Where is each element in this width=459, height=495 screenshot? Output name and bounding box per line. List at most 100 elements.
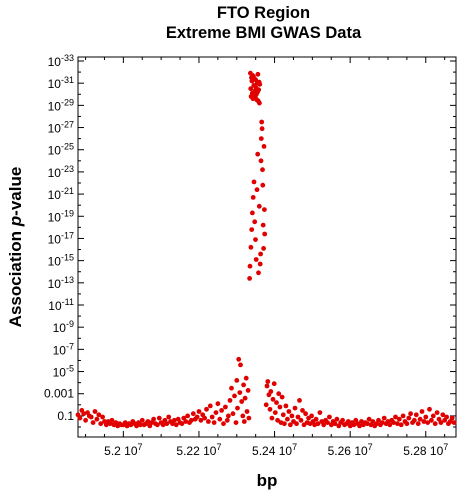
data-point bbox=[340, 417, 345, 423]
plot-frame bbox=[77, 56, 457, 438]
data-point bbox=[261, 144, 267, 149]
data-point bbox=[156, 415, 162, 421]
data-point bbox=[234, 378, 240, 383]
data-point bbox=[94, 416, 100, 422]
data-point bbox=[298, 417, 304, 423]
data-point bbox=[242, 395, 248, 401]
data-point bbox=[196, 409, 202, 414]
data-point bbox=[398, 422, 404, 428]
x-axis-title: bp bbox=[257, 471, 278, 490]
data-point bbox=[309, 413, 314, 419]
data-point bbox=[379, 420, 385, 425]
data-point bbox=[227, 398, 233, 403]
data-point bbox=[241, 419, 247, 424]
data-point bbox=[251, 179, 257, 185]
data-point bbox=[275, 417, 280, 423]
data-point bbox=[277, 404, 283, 410]
chart-title: FTO Region bbox=[216, 4, 311, 22]
data-point bbox=[236, 356, 242, 362]
data-point bbox=[221, 421, 226, 427]
data-point bbox=[145, 419, 151, 424]
data-point bbox=[265, 379, 271, 384]
data-point bbox=[172, 417, 177, 423]
y-tick-label: 10-25 bbox=[48, 142, 74, 158]
data-point bbox=[245, 388, 251, 393]
data-point bbox=[294, 421, 299, 427]
chart-title-block: FTO Region Extreme BMI GWAS Data bbox=[68, 3, 459, 43]
data-point bbox=[256, 87, 262, 93]
y-axis-title-tail: -value bbox=[6, 167, 25, 216]
data-point bbox=[77, 415, 83, 421]
data-point bbox=[256, 203, 262, 209]
data-point bbox=[334, 416, 340, 422]
data-point bbox=[249, 227, 255, 233]
data-point bbox=[271, 381, 277, 387]
data-point bbox=[253, 257, 259, 262]
y-axis-title-main: Association bbox=[6, 226, 25, 327]
data-point bbox=[255, 71, 261, 77]
data-point bbox=[257, 81, 263, 87]
data-point bbox=[255, 151, 261, 157]
data-point bbox=[260, 222, 266, 228]
y-axis: 10-33 10-31 10-29 10-27 10-25 10-23 10-21 10-19… bbox=[44, 53, 456, 428]
y-tick-label: 10-33 bbox=[48, 53, 74, 69]
data-point bbox=[250, 195, 256, 200]
data-point bbox=[404, 421, 410, 427]
data-point bbox=[257, 100, 262, 106]
data-point bbox=[243, 375, 249, 381]
y-tick-label: 10-15 bbox=[48, 253, 74, 269]
data-point bbox=[387, 422, 393, 428]
data-point bbox=[440, 412, 446, 418]
data-point bbox=[297, 398, 302, 403]
data-point bbox=[357, 423, 362, 429]
data-point bbox=[213, 410, 219, 415]
data-point bbox=[370, 419, 376, 424]
data-point bbox=[237, 390, 243, 395]
y-tick-label: 0.1 bbox=[57, 409, 74, 423]
data-point bbox=[332, 421, 338, 427]
data-point bbox=[219, 408, 225, 413]
data-point bbox=[280, 412, 286, 418]
data-point bbox=[444, 414, 449, 420]
data-point bbox=[215, 401, 221, 407]
data-point bbox=[432, 421, 438, 427]
data-point bbox=[325, 420, 330, 425]
data-point bbox=[364, 421, 370, 427]
data-point bbox=[264, 383, 270, 389]
data-point bbox=[190, 411, 196, 417]
data-point bbox=[412, 417, 417, 423]
data-point bbox=[351, 422, 357, 428]
data-point bbox=[434, 410, 440, 415]
x-tick-label: 5.26 107 bbox=[328, 442, 373, 458]
data-point bbox=[395, 421, 400, 427]
y-tick-label: 10-21 bbox=[48, 186, 74, 202]
data-point bbox=[233, 420, 239, 425]
data-point bbox=[235, 405, 240, 411]
data-point bbox=[217, 416, 223, 422]
data-point bbox=[425, 420, 431, 425]
data-point bbox=[90, 420, 96, 425]
data-point bbox=[381, 415, 387, 421]
data-point bbox=[183, 419, 189, 424]
data-point bbox=[262, 231, 268, 237]
data-point bbox=[252, 219, 258, 225]
data-point bbox=[430, 413, 436, 419]
data-point bbox=[223, 404, 228, 410]
data-point bbox=[408, 411, 413, 417]
data-point bbox=[83, 417, 88, 423]
y-axis-title-italic: p bbox=[6, 216, 25, 227]
data-point bbox=[259, 119, 265, 125]
y-tick-label: 10-13 bbox=[48, 275, 74, 291]
data-point bbox=[164, 421, 170, 427]
data-point bbox=[226, 413, 231, 419]
data-point bbox=[160, 422, 166, 428]
data-point bbox=[451, 420, 457, 425]
data-point bbox=[241, 382, 247, 388]
data-point bbox=[239, 399, 245, 404]
data-point bbox=[427, 406, 432, 412]
data-point bbox=[449, 415, 455, 421]
y-tick-label: 10-23 bbox=[48, 164, 74, 180]
data-point bbox=[198, 417, 204, 423]
data-point bbox=[139, 417, 145, 423]
